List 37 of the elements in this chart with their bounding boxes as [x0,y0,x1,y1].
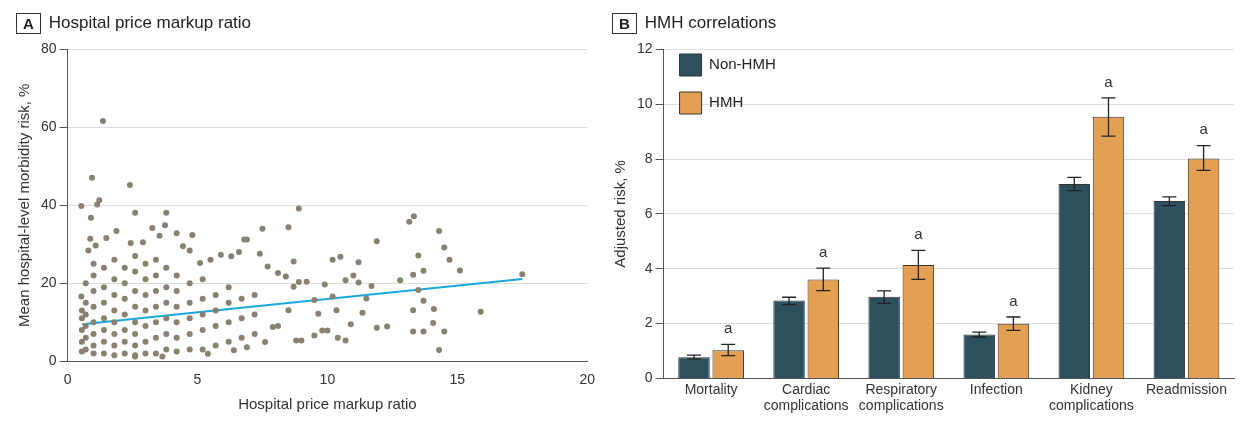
annotation: a [914,225,924,242]
annotation: a [1104,72,1114,90]
y-tick-label: 12 [636,40,653,57]
x-tick-label: Mortality [684,380,738,397]
annotation: a [819,242,829,260]
y-tick-label: 40 [40,196,57,213]
text: B [612,12,637,34]
x-tick-label: 15 [449,371,466,388]
x-tick-label: Infection [969,380,1023,397]
text: A [16,12,41,34]
chart-title: Hospital price markup ratio [48,13,252,33]
x-tick-label: 20 [579,371,596,388]
y-tick-label: 4 [644,259,653,276]
annotation: a [1199,120,1209,138]
y-tick-label: 6 [644,204,653,221]
y-axis-title: Adjusted risk, % [611,160,629,268]
y-tick-label: 10 [636,95,653,112]
y-tick-label: 0 [48,352,57,369]
legend-label: Non-HMH [709,55,776,73]
y-tick-label: 8 [644,149,653,166]
y-tick-label: 60 [40,118,57,135]
legend-label: HMH [709,93,744,111]
x-tick-label: 10 [319,371,336,388]
x-tick-label: 0 [63,371,72,388]
x-tick-label: 5 [193,371,202,388]
x-axis-title: Hospital price markup ratio [238,395,417,413]
y-tick-label: 2 [644,314,653,331]
annotation: a [724,319,734,337]
chart-title: HMH correlations [644,13,777,33]
annotation: a [1009,291,1019,309]
y-axis-title: Mean hospital-level morbidity risk, % [15,83,33,328]
x-tick-label: Cardiac complications [763,380,849,414]
y-tick-label: 80 [40,40,57,57]
y-tick-label: 20 [40,274,57,291]
x-tick-label: Readmission [1146,380,1227,397]
x-tick-label: Respiratory complications [858,380,944,414]
x-tick-label: Kidney complications [1048,380,1134,414]
